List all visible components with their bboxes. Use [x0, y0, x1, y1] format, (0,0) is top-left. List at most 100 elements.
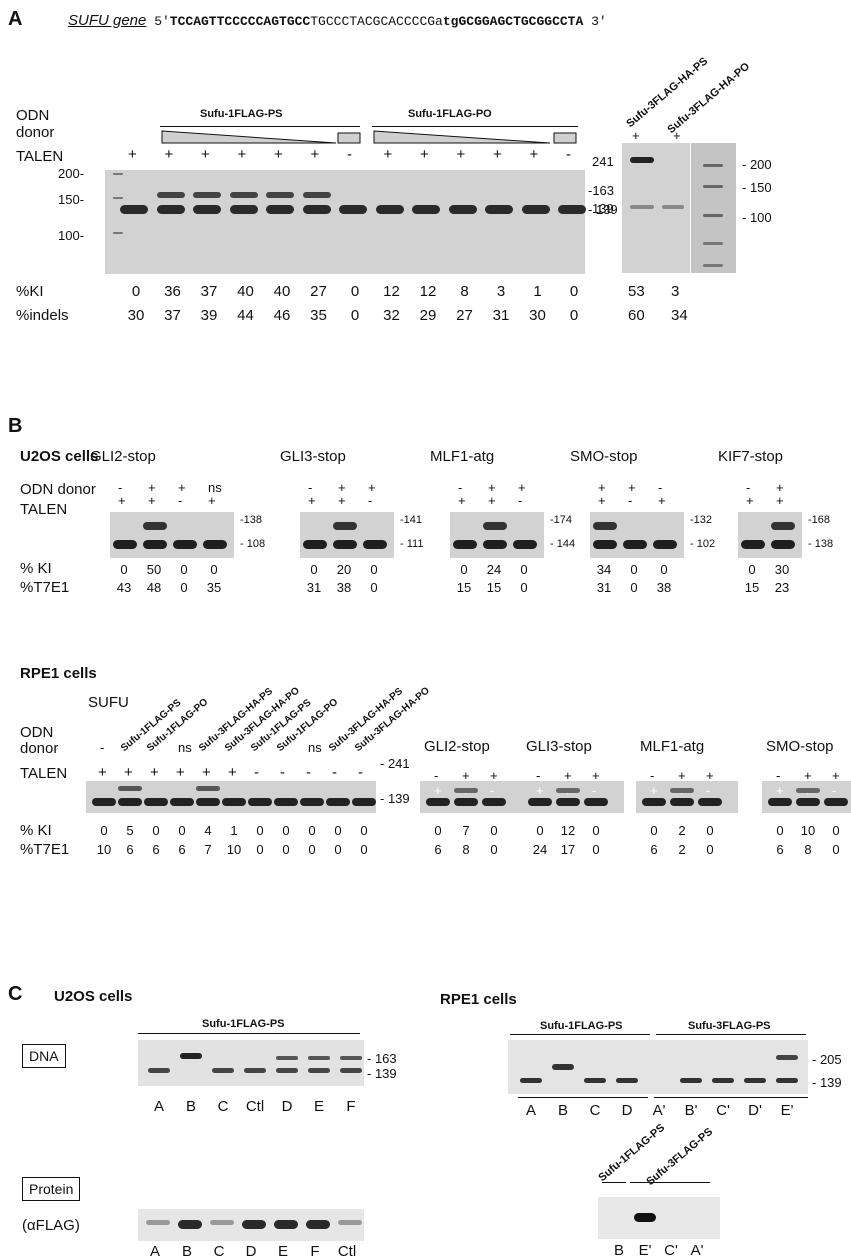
t7-value: 0: [370, 580, 378, 595]
sufu-t7: 0: [308, 842, 316, 857]
rpe-gene-title: GLI2-stop: [424, 738, 490, 755]
rpe-band-low: [698, 798, 722, 806]
ki-value: 0: [748, 562, 756, 577]
sufu-ki: 5: [126, 823, 134, 838]
odn-sign: +: [488, 480, 496, 495]
ki-value: 0: [460, 562, 468, 577]
u2os-lane: A: [153, 1098, 164, 1115]
ki-value: 0: [310, 562, 318, 577]
u2os-size-139: - 139: [367, 1066, 397, 1081]
protein-lane-rpe: E': [638, 1242, 652, 1259]
marker-163: -163: [588, 183, 615, 198]
band-139: [521, 205, 550, 214]
ki-value: 30: [774, 562, 790, 577]
wedge-box-2: [553, 132, 577, 144]
group-label-2: Sufu-1FLAG-PO: [408, 108, 492, 120]
band-low: [333, 540, 357, 549]
sufu-ki: 0: [256, 823, 264, 838]
talen-sign: +: [128, 146, 137, 163]
rpe-band-low: [584, 798, 608, 806]
sufu-title: SUFU: [88, 694, 129, 711]
sufu-ki: 1: [230, 823, 238, 838]
rpe-ki: 0: [650, 823, 658, 838]
ki-value: 24: [486, 562, 502, 577]
sufu-talen: +: [124, 764, 133, 781]
ki-value: 0: [120, 562, 128, 577]
marker-139: - 139: [588, 202, 618, 217]
t7-value: 31: [306, 580, 322, 595]
talen-sign: +: [208, 493, 216, 508]
sufu-band-139: [118, 798, 142, 806]
band-high: [143, 522, 167, 530]
sequence-line: SUFU gene 5'TCCAGTTCCCCCAGTGCCTGCCCTACGC…: [68, 12, 607, 29]
protein-band: [242, 1220, 266, 1229]
sufu-talen: -: [332, 764, 337, 781]
group-line-2: [372, 126, 578, 127]
sufu-ki: 0: [308, 823, 316, 838]
protein-lane-rpe: A': [690, 1242, 704, 1259]
sufu-band-139: [196, 798, 220, 806]
gel-rpe: [420, 781, 522, 813]
sufu-band-139: [352, 798, 376, 806]
c-band-163: [340, 1056, 362, 1060]
ki-value: 3: [496, 283, 506, 300]
ladder-band-left: [113, 232, 123, 234]
band-high: [483, 522, 507, 530]
indels-label-a: %indels: [16, 307, 69, 324]
size-low: - 108: [240, 538, 266, 550]
protein-lane: B: [181, 1243, 192, 1260]
u2os-size-163: - 163: [367, 1051, 397, 1066]
sufu-t7: 10: [96, 842, 112, 857]
talen-sign: +: [658, 493, 666, 508]
size-high: -168: [808, 514, 831, 526]
protein-lane-rpe: C': [664, 1242, 678, 1259]
rpe-band-high: [454, 788, 478, 793]
ki-value: 34: [596, 562, 612, 577]
protein-box: Protein: [22, 1177, 81, 1201]
sufu-ki: 0: [334, 823, 342, 838]
band-139: [339, 205, 367, 214]
seq-bold-1: TCCAGTTCCCCCAGTGCC: [169, 14, 311, 29]
t7-value: 23: [774, 580, 790, 595]
band-low: [113, 540, 137, 549]
rpe-odn: -: [434, 768, 439, 783]
talen-sign: +: [274, 146, 283, 163]
rpe-ki: 0: [536, 823, 544, 838]
ki-value: 40: [273, 283, 291, 300]
talen-sign: -: [368, 493, 373, 508]
rpe-odn: +: [832, 768, 840, 783]
talen-sign: +: [746, 493, 754, 508]
sufu-ki: 0: [282, 823, 290, 838]
ki-right-2: 3: [671, 283, 680, 300]
c-band-163: [180, 1053, 202, 1059]
rpe-ki: 0: [490, 823, 498, 838]
group-line-1: [160, 126, 360, 127]
t7-value: 0: [520, 580, 528, 595]
rpe-lane: B': [684, 1102, 698, 1119]
odn-sign: +: [338, 480, 346, 495]
talen-sign: -: [347, 146, 352, 163]
panel-letter-c: C: [8, 983, 23, 1005]
odn-sign: ns: [208, 480, 222, 495]
band-low: [513, 540, 537, 549]
marker-241: 241: [592, 154, 614, 169]
band-high: [333, 522, 357, 530]
rpe-odn: -: [776, 768, 781, 783]
sufu-band-139: [170, 798, 194, 806]
odn-sign: +: [148, 480, 156, 495]
ki-value: 0: [569, 283, 579, 300]
u2os-lane: F: [346, 1098, 356, 1115]
c-band-139: [212, 1068, 234, 1073]
right-talen-1: +: [632, 128, 640, 143]
protein-band: [178, 1220, 202, 1229]
wedge-box-1: [337, 132, 361, 144]
seq-bold-2: tgGCGGAGCTGCGGCCTA: [442, 14, 584, 29]
rpe-odn: +: [462, 768, 470, 783]
band-139: [302, 205, 331, 214]
protein-line-2: [630, 1182, 710, 1183]
protein-lane: C: [213, 1243, 225, 1260]
band-139: [558, 205, 586, 214]
rpe-t7: 8: [462, 842, 470, 857]
rpe-ki: 2: [678, 823, 686, 838]
rpe-lane: D: [621, 1102, 633, 1119]
